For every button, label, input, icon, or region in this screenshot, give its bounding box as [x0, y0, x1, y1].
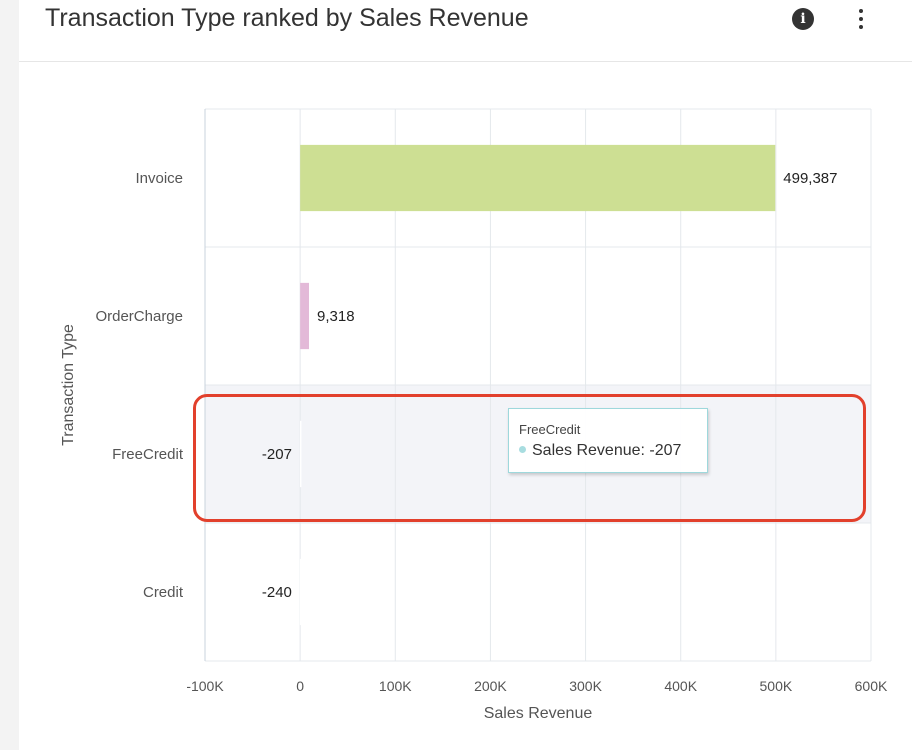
more-vertical-icon[interactable] [851, 6, 871, 32]
x-tick-label: 600K [855, 678, 888, 694]
bar-ordercharge[interactable] [300, 282, 310, 350]
category-label-invoice: Invoice [135, 170, 183, 187]
chart-tooltip: FreeCredit Sales Revenue: -207 [508, 408, 708, 473]
value-label-freecredit: -207 [262, 446, 292, 463]
info-circle-icon[interactable]: i [792, 8, 814, 30]
x-tick-label: 200K [474, 678, 507, 694]
value-label-credit: -240 [262, 584, 292, 601]
x-tick-label: 0 [296, 678, 304, 694]
x-tick-label: 100K [379, 678, 412, 694]
tooltip-series-dot [519, 446, 526, 453]
chart-card: Transaction Type ranked by Sales Revenue… [19, 0, 912, 750]
bar-invoice[interactable] [300, 144, 776, 212]
tooltip-category: FreeCredit [519, 422, 581, 437]
bar-credit[interactable] [299, 558, 302, 626]
chart-title: Transaction Type ranked by Sales Revenue [45, 4, 529, 32]
value-labels: 499,387 9,318 -207 -240 [262, 170, 838, 601]
x-tick-labels: -100K 0 100K 200K 300K 400K 500K 600K [186, 678, 888, 694]
category-label-freecredit: FreeCredit [112, 446, 184, 463]
x-tick-label: -100K [186, 678, 224, 694]
x-tick-label: 500K [760, 678, 793, 694]
x-tick-label: 400K [664, 678, 697, 694]
value-label-invoice: 499,387 [783, 170, 837, 187]
y-axis-title: Transaction Type [60, 324, 77, 446]
tooltip-value: Sales Revenue: -207 [532, 442, 682, 459]
card-header: Transaction Type ranked by Sales Revenue… [19, 0, 912, 62]
category-label-credit: Credit [143, 584, 184, 601]
x-axis-title: Sales Revenue [484, 705, 593, 722]
value-label-ordercharge: 9,318 [317, 308, 355, 325]
x-tick-label: 300K [569, 678, 602, 694]
tooltip-value-row: Sales Revenue: -207 [519, 442, 681, 460]
bars [299, 144, 776, 626]
category-label-ordercharge: OrderCharge [95, 308, 183, 325]
bar-freecredit[interactable] [299, 420, 302, 488]
category-labels: Invoice OrderCharge FreeCredit Credit [95, 170, 183, 601]
